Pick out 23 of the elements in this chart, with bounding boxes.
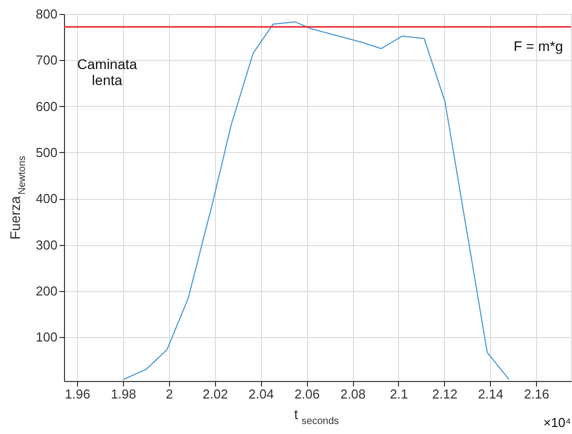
y-tick-label: 100 xyxy=(36,330,58,345)
text: ×10⁴ xyxy=(543,415,571,430)
y-tick-label: 400 xyxy=(36,191,58,206)
x-tick-label: 2.06 xyxy=(294,386,320,402)
y-tick-label: 300 xyxy=(36,237,58,252)
x-tick-label: 2.02 xyxy=(202,386,228,402)
y-axis-title: FuerzaNewtons xyxy=(7,156,28,240)
y-tick-label: 700 xyxy=(36,52,58,68)
y-tick-label: 500 xyxy=(36,144,58,160)
x-tick-label: 2.12 xyxy=(432,386,458,402)
annotation: Caminata lenta xyxy=(77,56,138,88)
x-tick-label: 2 xyxy=(166,386,174,402)
x-tick-label: 2.08 xyxy=(340,386,366,402)
x-tick-label: 1.98 xyxy=(110,386,136,402)
x-tick-label: 2.14 xyxy=(478,386,504,402)
x-tick-label: 1.96 xyxy=(64,386,90,402)
x-tick-label: 2.04 xyxy=(248,386,274,402)
y-tick-label: 800 xyxy=(36,6,58,22)
x-tick-label: 2.1 xyxy=(390,386,408,402)
annotation: F = m*g xyxy=(514,38,563,54)
y-tick-label: 600 xyxy=(36,98,58,114)
x-tick-label: 2.16 xyxy=(524,386,550,402)
y-tick-label: 200 xyxy=(36,283,58,298)
